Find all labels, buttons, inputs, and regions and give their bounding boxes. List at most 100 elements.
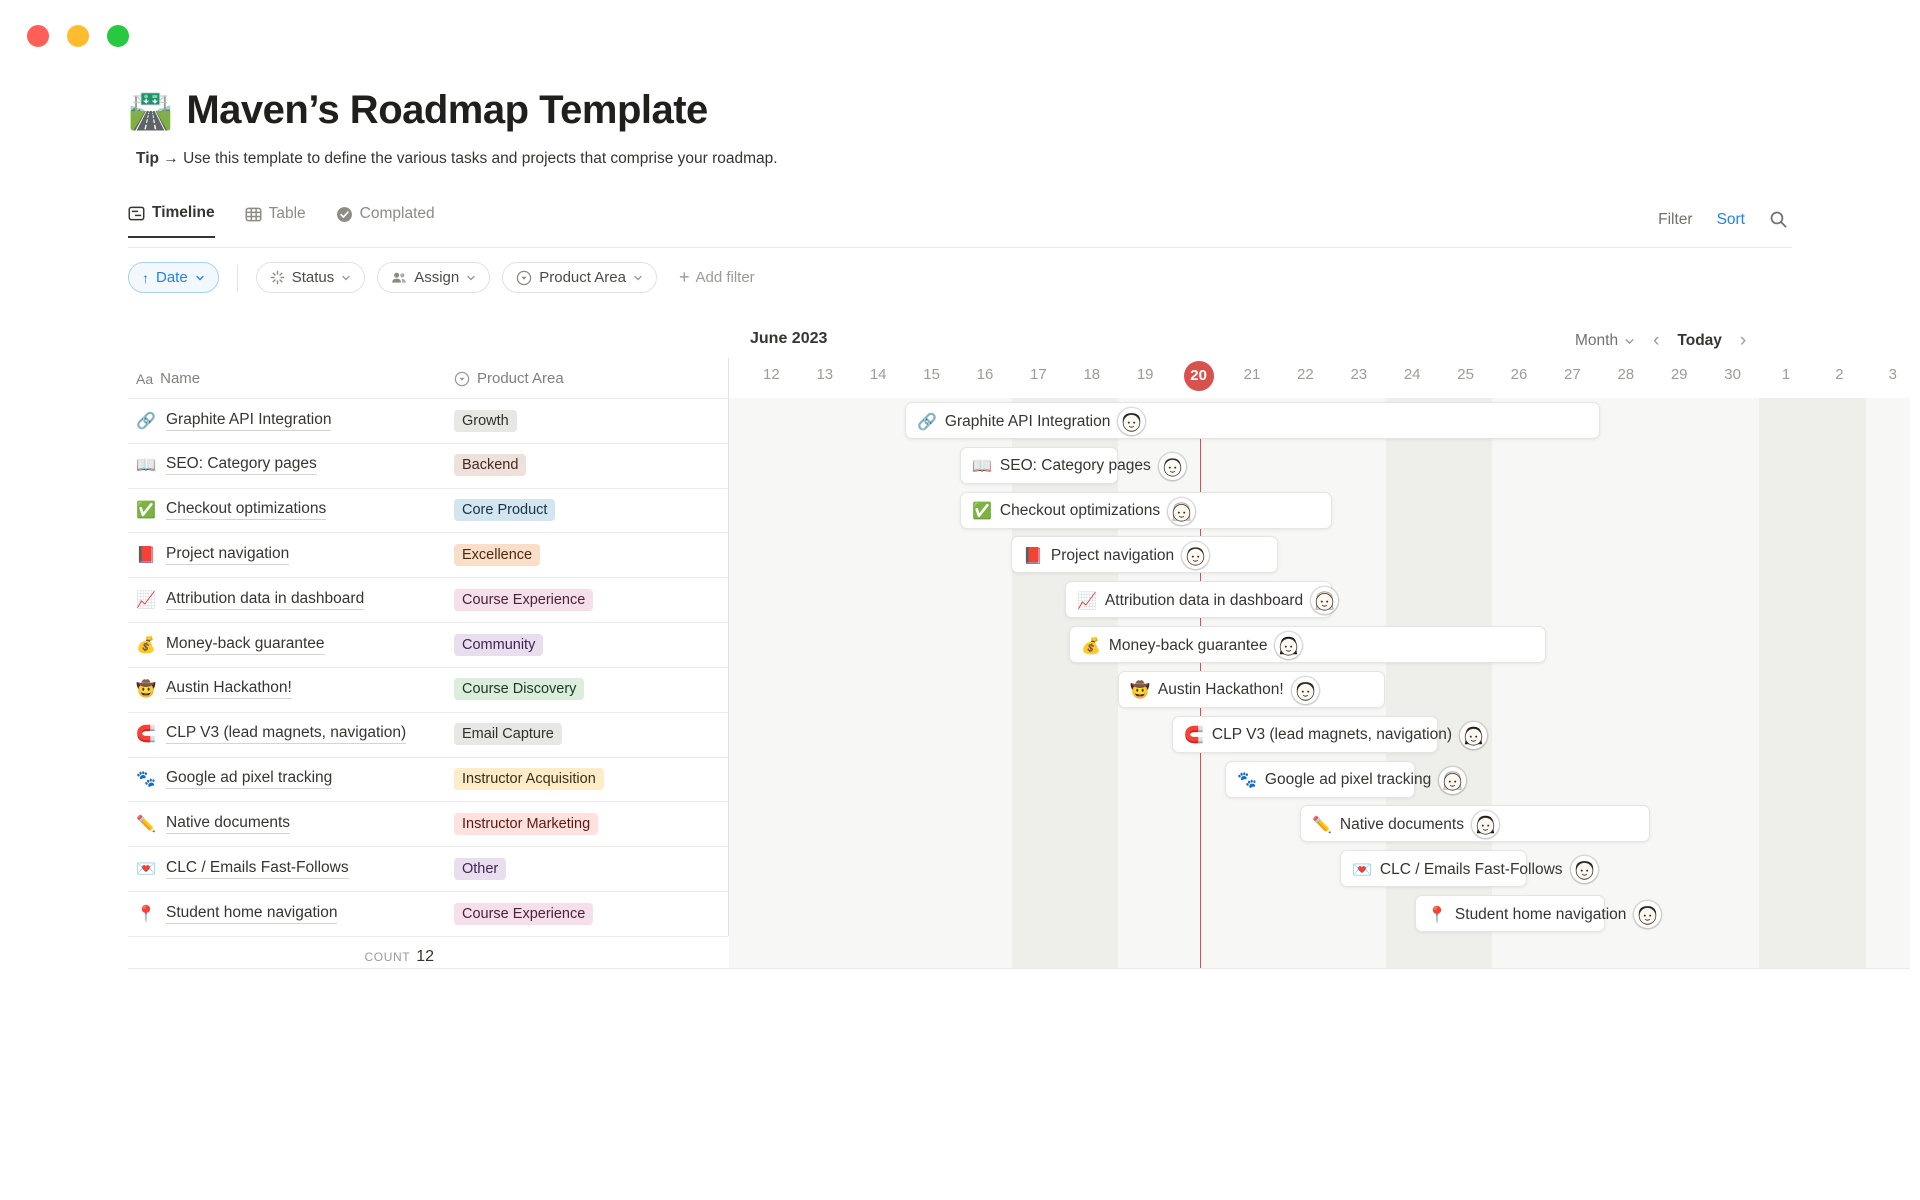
day-label[interactable]: 21 — [1243, 366, 1261, 383]
minimize-window-button[interactable] — [67, 25, 89, 47]
gantt-bar[interactable]: 📕 Project navigation — [1011, 536, 1278, 574]
product-area-cell[interactable]: Core Product — [442, 499, 556, 522]
tab-table[interactable]: Table — [245, 205, 306, 237]
product-area-cell[interactable]: Course Discovery — [442, 678, 585, 701]
man-beard-avatar[interactable] — [1118, 408, 1146, 435]
gantt-bar[interactable]: 📍 Student home navigation — [1415, 895, 1662, 933]
table-row[interactable]: 🔗 Graphite API Integration Growth — [128, 398, 728, 443]
product-area-cell[interactable]: Instructor Marketing — [442, 812, 599, 835]
table-row[interactable]: 📍 Student home navigation Course Experienc… — [128, 891, 728, 936]
day-label[interactable]: 29 — [1670, 366, 1688, 383]
table-row[interactable]: 📈 Attribution data in dashboard Course Exp… — [128, 577, 728, 622]
gantt-bar[interactable]: 📈 Attribution data in dashboard — [1065, 581, 1339, 619]
tab-complated[interactable]: Complated — [336, 205, 435, 237]
gantt-bar[interactable]: 🧲 CLP V3 (lead magnets, navigation) — [1172, 715, 1488, 753]
task-name-link[interactable]: Checkout optimizations — [166, 500, 327, 521]
product-area-cell[interactable]: Backend — [442, 454, 527, 477]
close-window-button[interactable] — [27, 25, 49, 47]
table-row[interactable]: 💰 Money-back guarantee Community — [128, 622, 728, 667]
day-label[interactable]: 30 — [1724, 366, 1741, 383]
tab-timeline[interactable]: Timeline — [128, 204, 215, 238]
add-filter-button[interactable]: + Add filter — [678, 267, 755, 287]
day-label[interactable]: 26 — [1510, 366, 1528, 383]
task-name-link[interactable]: Austin Hackathon! — [166, 679, 292, 700]
task-name-link[interactable]: CLP V3 (lead magnets, navigation) — [166, 724, 407, 745]
man-beard-avatar[interactable] — [1634, 901, 1662, 929]
timeline-prev-button[interactable]: ‹ — [1653, 330, 1660, 351]
task-name-cell[interactable]: 📕 Project navigation — [128, 545, 442, 565]
day-label[interactable]: 19 — [1136, 366, 1154, 383]
task-name-link[interactable]: Google ad pixel tracking — [166, 769, 333, 790]
table-row[interactable]: ✅ Checkout optimizations Core Product — [128, 488, 728, 533]
task-name-cell[interactable]: 📖 SEO: Category pages — [128, 455, 442, 476]
task-name-link[interactable]: Student home navigation — [166, 904, 338, 924]
day-label[interactable]: 28 — [1617, 366, 1635, 383]
column-header-product-area[interactable]: Product Area — [454, 370, 564, 387]
woman-light-avatar[interactable] — [1168, 497, 1196, 525]
gantt-bar[interactable]: ✏️ Native documents — [1300, 805, 1650, 843]
product-area-filter-chip[interactable]: Product Area — [502, 262, 657, 293]
task-name-link[interactable]: Graphite API Integration — [166, 411, 332, 431]
day-label[interactable]: 14 — [869, 366, 887, 383]
product-area-cell[interactable]: Instructor Acquisition — [442, 768, 604, 791]
count-footer[interactable]: COUNT 12 — [364, 948, 434, 965]
table-row[interactable]: 🤠 Austin Hackathon! Course Discovery — [128, 667, 728, 712]
gantt-bar[interactable]: 🔗 Graphite API Integration — [905, 402, 1600, 439]
day-label[interactable]: 2 — [1835, 366, 1844, 383]
table-row[interactable]: ✏️ Native documents Instructor Marketing — [128, 801, 728, 846]
day-label[interactable]: 1 — [1781, 366, 1791, 383]
zoom-window-button[interactable] — [107, 25, 129, 47]
woman-dark-avatar[interactable] — [1471, 811, 1499, 839]
day-label[interactable]: 3 — [1888, 366, 1897, 383]
task-name-link[interactable]: Attribution data in dashboard — [166, 590, 365, 610]
day-label[interactable]: 25 — [1457, 366, 1474, 383]
day-label[interactable]: 24 — [1403, 366, 1421, 383]
product-area-cell[interactable]: Other — [442, 857, 507, 880]
task-name-cell[interactable]: 🤠 Austin Hackathon! — [128, 679, 442, 700]
gantt-bar[interactable]: ✅ Checkout optimizations — [960, 491, 1332, 529]
table-row[interactable]: 🐾 Google ad pixel tracking Instructor Acqu… — [128, 757, 728, 802]
task-name-cell[interactable]: 📈 Attribution data in dashboard — [128, 590, 442, 610]
status-filter-chip[interactable]: Status — [255, 262, 366, 293]
task-name-cell[interactable]: ✅ Checkout optimizations — [128, 500, 442, 521]
search-icon[interactable] — [1769, 210, 1788, 229]
timeline-today-button[interactable]: Today — [1677, 332, 1722, 349]
man-avatar[interactable] — [1158, 452, 1186, 480]
woman-dark-avatar[interactable] — [1460, 721, 1488, 749]
task-name-cell[interactable]: 🧲 CLP V3 (lead magnets, navigation) — [128, 724, 442, 745]
product-area-cell[interactable]: Email Capture — [442, 723, 562, 746]
timeline-next-button[interactable]: › — [1739, 330, 1747, 351]
task-name-cell[interactable]: 🐾 Google ad pixel tracking — [128, 769, 442, 790]
task-name-link[interactable]: Money-back guarantee — [166, 635, 325, 655]
gantt-bar[interactable]: 💌 CLC / Emails Fast-Follows — [1340, 850, 1598, 888]
task-name-link[interactable]: Project navigation — [166, 545, 290, 565]
woman-dark-avatar[interactable] — [1275, 632, 1303, 660]
day-label[interactable]: 13 — [816, 366, 834, 383]
day-label-today[interactable]: 20 — [1183, 361, 1214, 391]
day-label[interactable]: 22 — [1297, 366, 1314, 383]
task-name-cell[interactable]: 🔗 Graphite API Integration — [128, 411, 442, 431]
gantt-bar[interactable]: 🤠 Austin Hackathon! — [1118, 670, 1385, 708]
task-name-cell[interactable]: ✏️ Native documents — [128, 814, 442, 834]
sort-button[interactable]: Sort — [1716, 210, 1745, 228]
task-name-link[interactable]: CLC / Emails Fast-Follows — [166, 859, 349, 879]
task-name-cell[interactable]: 💰 Money-back guarantee — [128, 635, 442, 655]
product-area-cell[interactable]: Community — [442, 633, 544, 656]
day-label[interactable]: 15 — [923, 366, 940, 383]
gantt-bar[interactable]: 💰 Money-back guarantee — [1069, 626, 1546, 664]
day-label[interactable]: 16 — [976, 366, 994, 383]
product-area-cell[interactable]: Course Experience — [442, 588, 594, 611]
day-label[interactable]: 12 — [763, 366, 780, 383]
date-sort-chip[interactable]: ↑ Date — [128, 262, 219, 293]
task-name-cell[interactable]: 💌 CLC / Emails Fast-Follows — [128, 859, 442, 879]
day-label[interactable]: 17 — [1030, 366, 1047, 383]
table-row[interactable]: 💌 CLC / Emails Fast-Follows Other — [128, 846, 728, 891]
task-name-cell[interactable]: 📍 Student home navigation — [128, 904, 442, 924]
column-header-name[interactable]: Aa Name — [136, 370, 201, 387]
man-beard-avatar[interactable] — [1291, 676, 1319, 704]
table-row[interactable]: 🧲 CLP V3 (lead magnets, navigation) Email … — [128, 712, 728, 757]
woman-light-avatar[interactable] — [1311, 587, 1339, 615]
woman-light-avatar[interactable] — [1439, 766, 1467, 794]
filter-button[interactable]: Filter — [1658, 210, 1693, 228]
day-label[interactable]: 27 — [1564, 366, 1581, 383]
